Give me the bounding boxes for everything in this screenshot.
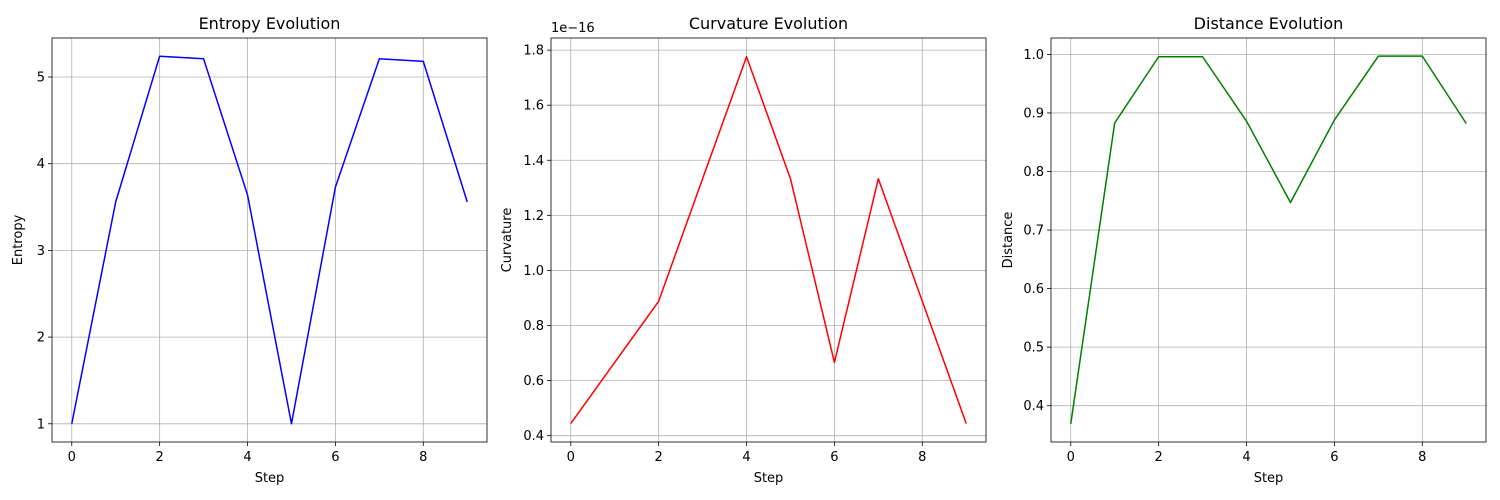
x-tick-label: 4: [742, 450, 750, 465]
y-tick-label: 1.4: [523, 154, 544, 169]
x-tick-label: 0: [68, 450, 76, 465]
chart-panel-1: 0 2 4 6 8 1 2 3 4 5 Entropy Evolution Step Entropy: [11, 14, 488, 486]
y-tick-label: 4: [37, 157, 45, 172]
x-tick-label: 4: [243, 450, 251, 465]
x-tick-label: 2: [655, 450, 663, 465]
y-tick-label: 0.4: [523, 429, 544, 444]
x-tick-label: 4: [1242, 450, 1250, 465]
x-tick-label: 6: [830, 450, 838, 465]
y-axis-label: Curvature: [500, 208, 515, 273]
y-tick-label: 0.6: [523, 374, 544, 389]
y-tick-label: 0.8: [523, 319, 544, 334]
y-axis-label: Entropy: [11, 214, 26, 265]
chart-panel-2: 0 2 4 6 8 0.4 0.6 0.8 1.0 1.2 1.4 1.6 1.8 Curvature E…: [500, 14, 987, 486]
chart-title: Curvature Evolution: [689, 14, 848, 33]
x-tick-label: 0: [567, 450, 575, 465]
x-axis-label: Step: [1254, 471, 1284, 486]
x-tick-label: 8: [419, 450, 427, 465]
y-tick-label: 0.4: [1023, 399, 1044, 414]
y-tick-label: 0.6: [1023, 282, 1044, 297]
x-tick-label: 8: [1418, 450, 1426, 465]
y-tick-label: 1.8: [523, 44, 544, 59]
x-tick-label: 6: [331, 450, 339, 465]
y-tick-label: 1: [37, 417, 45, 432]
x-tick-label: 2: [1155, 450, 1163, 465]
chart-title: Entropy Evolution: [199, 14, 341, 33]
y-tick-label: 5: [37, 71, 45, 86]
x-tick-label: 0: [1067, 450, 1075, 465]
chart-title: Distance Evolution: [1194, 14, 1344, 33]
y-tick-label: 0.9: [1023, 106, 1044, 121]
y-tick-label: 0.7: [1023, 224, 1044, 239]
y-axis-label: Distance: [1001, 212, 1016, 269]
x-axis-label: Step: [255, 471, 285, 486]
x-tick-label: 6: [1330, 450, 1338, 465]
axis-offset-text: 1e−16: [551, 21, 595, 36]
series-line: [71, 55, 468, 425]
y-tick-label: 0.5: [1023, 341, 1044, 356]
x-tick-label: 2: [156, 450, 164, 465]
series-line: [1070, 55, 1467, 424]
y-tick-label: 1.0: [1023, 48, 1044, 63]
x-tick-label: 8: [918, 450, 926, 465]
y-tick-label: 2: [37, 331, 45, 346]
x-axis-label: Step: [754, 471, 784, 486]
y-tick-label: 1.2: [523, 209, 544, 224]
y-tick-label: 3: [37, 244, 45, 259]
y-tick-label: 0.8: [1023, 165, 1044, 180]
chart-panel-3: 0 2 4 6 8 0.4 0.5 0.6 0.7 0.8 0.9 1.0 Distance Evolu…: [1001, 14, 1487, 486]
plot-frame: [550, 37, 987, 443]
y-tick-label: 1.6: [523, 99, 544, 114]
plot-frame: [1050, 37, 1487, 443]
y-tick-label: 1.0: [523, 264, 544, 279]
series-line: [570, 55, 967, 424]
plot-frame: [51, 37, 488, 443]
